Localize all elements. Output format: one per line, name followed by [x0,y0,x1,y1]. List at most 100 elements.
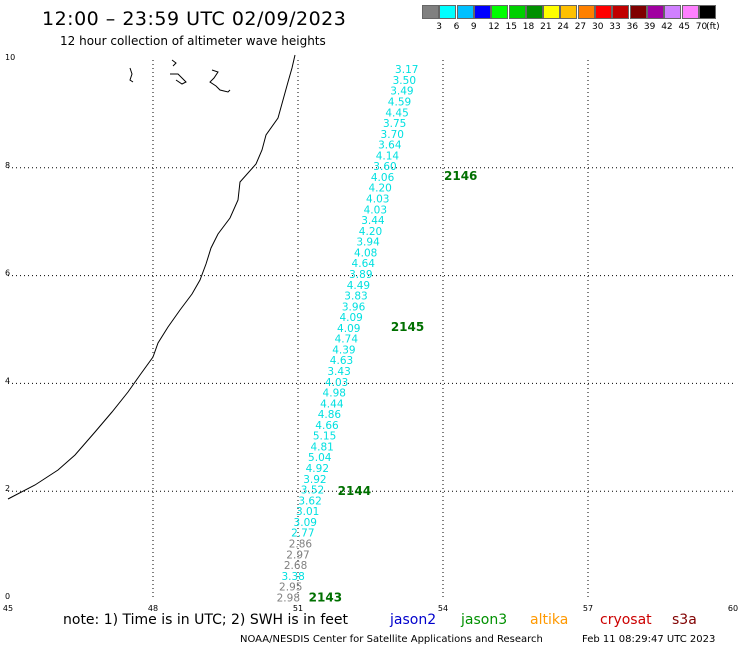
legend-swatch [577,5,595,19]
swh-value-label: 3.92 [303,474,326,486]
x-tick-label: 54 [438,604,448,613]
pass-number-label: 2143 [309,590,342,604]
legend-swatch [612,5,630,19]
legend-swatch [560,5,578,19]
legend-swatch [508,5,526,19]
legend-label: 6 [453,22,460,32]
swh-value-label: 2.97 [286,549,309,561]
x-tick-label: 45 [3,604,13,613]
legend-swatch [525,5,543,19]
coastline [7,54,296,500]
swh-value-label: 4.64 [352,258,376,270]
pass-number-label: 2146 [444,169,477,183]
swh-value-label: 4.06 [371,172,395,184]
swh-value-label: 4.03 [364,204,387,216]
timestamp: Feb 11 08:29:47 UTC 2023 [582,634,716,645]
legend-label: 30 [592,22,604,32]
swh-value-label: 3.75 [383,118,406,130]
satellite-jason2: jason2 [390,612,437,628]
swh-value-label: 3.49 [390,86,413,98]
legend-label: 39 [643,22,656,32]
legend-swatch [681,5,699,19]
legend-label: 12 [488,22,500,32]
legend-swatch [664,5,682,19]
swh-value-label: 4.49 [347,280,370,292]
island [170,59,187,85]
x-tick-label: 57 [583,604,593,613]
swh-value-label: 4.20 [359,226,382,238]
swh-value-label: 3.38 [281,571,304,583]
swh-value-label: 3.96 [342,301,366,313]
swh-value-label: 3.01 [296,506,319,518]
swh-value-label: 3.64 [378,140,402,152]
swh-value-label: 4.59 [388,97,411,109]
swh-value-label: 4.09 [337,323,360,335]
y-tick-label: 6 [5,269,10,278]
page-subtitle: 12 hour collection of altimeter wave hei… [60,34,326,48]
island [209,69,231,93]
legend-label: 15 [505,22,517,32]
swh-value-label: 3.09 [294,517,317,529]
swh-value-label: 3.60 [373,161,396,173]
swh-value-label: 5.15 [313,431,336,443]
y-tick-label: 8 [5,161,10,170]
satellite-altika: altika [530,612,569,628]
legend-label: 33 [609,22,621,32]
legend-label: 18 [522,22,535,32]
swh-value-label: 4.44 [320,398,344,410]
legend-label: 9 [470,22,477,32]
swh-value-label: 4.81 [310,441,333,453]
x-tick-label: 51 [293,604,303,613]
swh-value-label: 2.98 [277,592,300,604]
legend-swatch [629,5,647,19]
island [129,67,134,83]
legend-unit: (ft) [706,22,720,32]
swh-value-label: 4.92 [306,463,329,475]
legend-label: 3 [436,22,443,32]
swh-value-label: 3.17 [395,64,418,76]
swh-value-label: 2.86 [289,538,313,550]
swh-value-label: 3.83 [344,291,367,303]
swh-value-label: 4.86 [318,409,342,421]
swh-value-label: 5.04 [308,452,332,464]
legend-label: 24 [557,22,569,32]
swh-value-label: 3.62 [298,495,321,507]
legend-label: 21 [540,22,552,32]
map-grid [8,60,733,599]
page-title: 12:00 – 23:59 UTC 02/09/2023 [42,8,347,30]
legend-swatch [646,5,664,19]
swh-value-label: 4.63 [330,355,353,367]
legend-swatch [491,5,509,19]
y-tick-label: 2 [5,484,10,493]
swh-value-label: 3.44 [361,215,385,227]
legend-swatch [422,5,439,19]
swh-value-label: 3.70 [381,129,404,141]
y-tick-label: 0 [5,592,10,601]
satellite-cryosat: cryosat [600,612,652,628]
swh-value-label: 3.50 [393,75,416,87]
legend-label: 42 [661,22,673,32]
observation-track: 2.982.953.382.682.972.862.773.093.013.62… [277,64,419,604]
legend-label: 36 [626,22,639,32]
y-tick-label: 10 [5,53,15,62]
swh-value-label: 4.03 [325,377,348,389]
satellite-s3a: s3a [672,612,697,628]
swh-value-label: 2.68 [284,560,307,572]
legend-swatch [456,5,474,19]
swh-value-label: 4.20 [368,183,391,195]
swh-value-label: 2.77 [291,528,314,540]
swh-value-label: 3.94 [356,237,380,249]
x-tick-label: 48 [148,604,158,613]
pass-labels: 2143 2144 2145 2146 [309,169,478,604]
legend-swatch [698,5,716,19]
pass-number-label: 2145 [391,320,424,334]
swh-value-label: 4.08 [354,247,377,259]
swh-value-label: 4.74 [335,334,359,346]
swh-value-label: 3.52 [301,485,324,497]
swh-value-label: 3.43 [327,366,350,378]
swh-value-label: 2.95 [279,582,302,594]
swh-value-label: 4.03 [366,194,389,206]
swh-value-label: 4.14 [376,150,400,162]
legend-swatch [473,5,491,19]
